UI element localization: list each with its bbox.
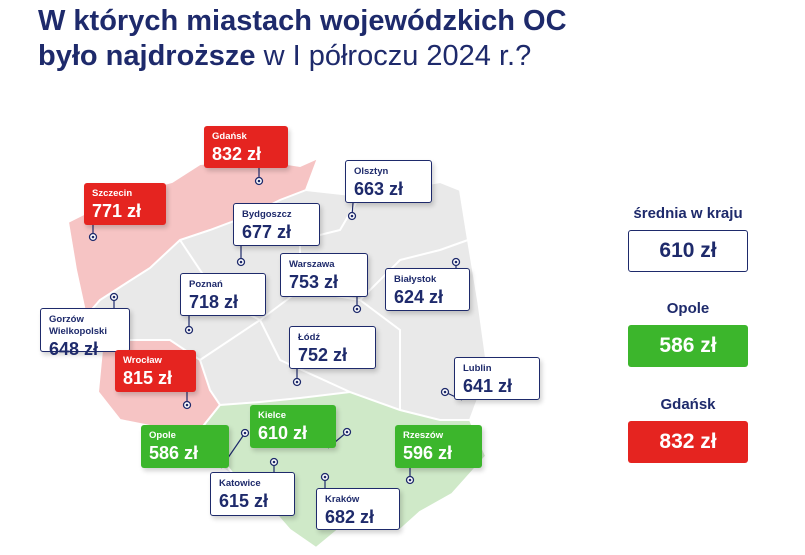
- city-price: 752 zł: [298, 345, 348, 365]
- border: [259, 319, 351, 393]
- city-name: Olsztyn: [354, 166, 389, 177]
- city-name: Szczecin: [92, 188, 133, 199]
- city-marker-dot: [295, 380, 299, 384]
- city-marker-dot: [408, 478, 412, 482]
- city-name: Kielce: [258, 410, 286, 421]
- city-callout: Kraków 682 zł: [316, 488, 400, 530]
- city-price: 682 zł: [325, 507, 375, 527]
- city-marker-dot: [185, 403, 189, 407]
- city-name: Gorzów Wielkopolski: [49, 314, 107, 337]
- city-name: Warszawa: [289, 259, 335, 270]
- city-name: Białystok: [394, 274, 437, 285]
- city-name: Gdańsk: [212, 131, 247, 142]
- city-price: 641 zł: [463, 376, 513, 396]
- city-price: 615 zł: [219, 491, 269, 511]
- city-name: Katowice: [219, 478, 261, 489]
- title-light-part: w I półroczu 2024 r.?: [263, 40, 532, 72]
- city-callout: Katowice 615 zł: [210, 472, 295, 516]
- city-callout: Rzeszów 596 zł: [395, 425, 482, 468]
- city-marker-dot: [257, 179, 261, 183]
- city-marker-dot: [239, 260, 243, 264]
- city-price: 663 zł: [354, 179, 404, 199]
- city-marker-dot: [355, 307, 359, 311]
- city-name: Opole: [149, 430, 176, 441]
- city-callout: Kielce 610 zł: [250, 405, 336, 448]
- city-price: 815 zł: [123, 368, 173, 388]
- city-marker-dot: [91, 235, 95, 239]
- city-callout: Szczecin 771 zł: [84, 183, 166, 225]
- city-name: Poznań: [189, 279, 223, 290]
- city-callout: Opole 586 zł: [141, 425, 229, 468]
- city-callout: Lublin 641 zł: [454, 357, 540, 400]
- summary-label: średnia w kraju: [633, 205, 743, 222]
- summary-label: Gdańsk: [660, 396, 716, 413]
- city-marker-dot: [350, 214, 354, 218]
- city-marker-dot: [112, 295, 116, 299]
- city-price: 648 zł: [49, 339, 99, 359]
- city-callout: Wrocław 815 zł: [115, 350, 196, 392]
- title: W których miastach wojewódzkich OC było …: [38, 4, 567, 74]
- city-price: 832 zł: [212, 144, 262, 164]
- city-name: Bydgoszcz: [242, 209, 292, 220]
- city-price: 624 zł: [394, 287, 444, 307]
- border: [359, 299, 401, 410]
- city-callout: Warszawa 753 zł: [280, 253, 368, 297]
- city-marker-dot: [272, 460, 276, 464]
- city-price: 771 zł: [92, 201, 142, 221]
- title-bold-part: było najdroższe: [38, 40, 256, 72]
- city-price: 753 zł: [289, 272, 339, 292]
- title-line-1: W których miastach wojewódzkich OC: [38, 5, 567, 37]
- summary-price: 610 zł: [628, 230, 748, 272]
- city-name: Wrocław: [123, 355, 162, 366]
- city-price: 586 zł: [149, 443, 199, 463]
- summary-price: 586 zł: [628, 325, 748, 367]
- city-name: Lublin: [463, 363, 492, 374]
- city-marker-dot: [454, 260, 458, 264]
- city-callout: Białystok 624 zł: [385, 268, 470, 311]
- border: [199, 319, 261, 361]
- city-name: Kraków: [325, 494, 360, 505]
- city-callout: Łódź 752 zł: [289, 326, 376, 369]
- city-marker-dot: [187, 328, 191, 332]
- city-price: 718 zł: [189, 292, 239, 312]
- city-callout: Bydgoszcz 677 zł: [233, 203, 320, 246]
- city-name: Łódź: [298, 332, 321, 343]
- city-price: 610 zł: [258, 423, 308, 443]
- city-name: Rzeszów: [403, 430, 444, 441]
- city-marker-dot: [443, 390, 447, 394]
- city-callout: Gorzów Wielkopolski 648 zł: [40, 308, 130, 359]
- city-callout: Olsztyn 663 zł: [345, 160, 432, 203]
- city-marker-dot: [323, 475, 327, 479]
- city-marker-dot: [345, 430, 349, 434]
- summary-label: Opole: [666, 300, 710, 317]
- city-callout: Poznań 718 zł: [180, 273, 266, 316]
- city-marker-dot: [243, 431, 247, 435]
- city-callout: Gdańsk 832 zł: [204, 126, 288, 168]
- city-price: 596 zł: [403, 443, 453, 463]
- summary-price: 832 zł: [628, 421, 748, 463]
- city-price: 677 zł: [242, 222, 292, 242]
